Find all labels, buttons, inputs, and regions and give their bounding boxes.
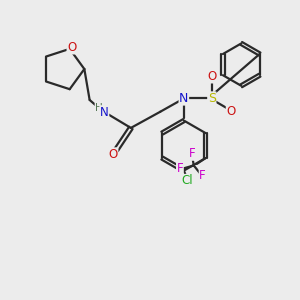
Text: N: N bbox=[100, 106, 109, 119]
Text: N: N bbox=[179, 92, 188, 105]
Text: F: F bbox=[199, 169, 206, 182]
Text: F: F bbox=[189, 147, 196, 160]
Text: S: S bbox=[208, 92, 216, 105]
Text: H: H bbox=[95, 103, 103, 113]
Text: F: F bbox=[177, 162, 183, 175]
Text: Cl: Cl bbox=[181, 174, 193, 188]
Text: O: O bbox=[226, 105, 236, 118]
Text: O: O bbox=[109, 148, 118, 161]
Text: O: O bbox=[67, 41, 76, 54]
Text: O: O bbox=[207, 70, 217, 83]
